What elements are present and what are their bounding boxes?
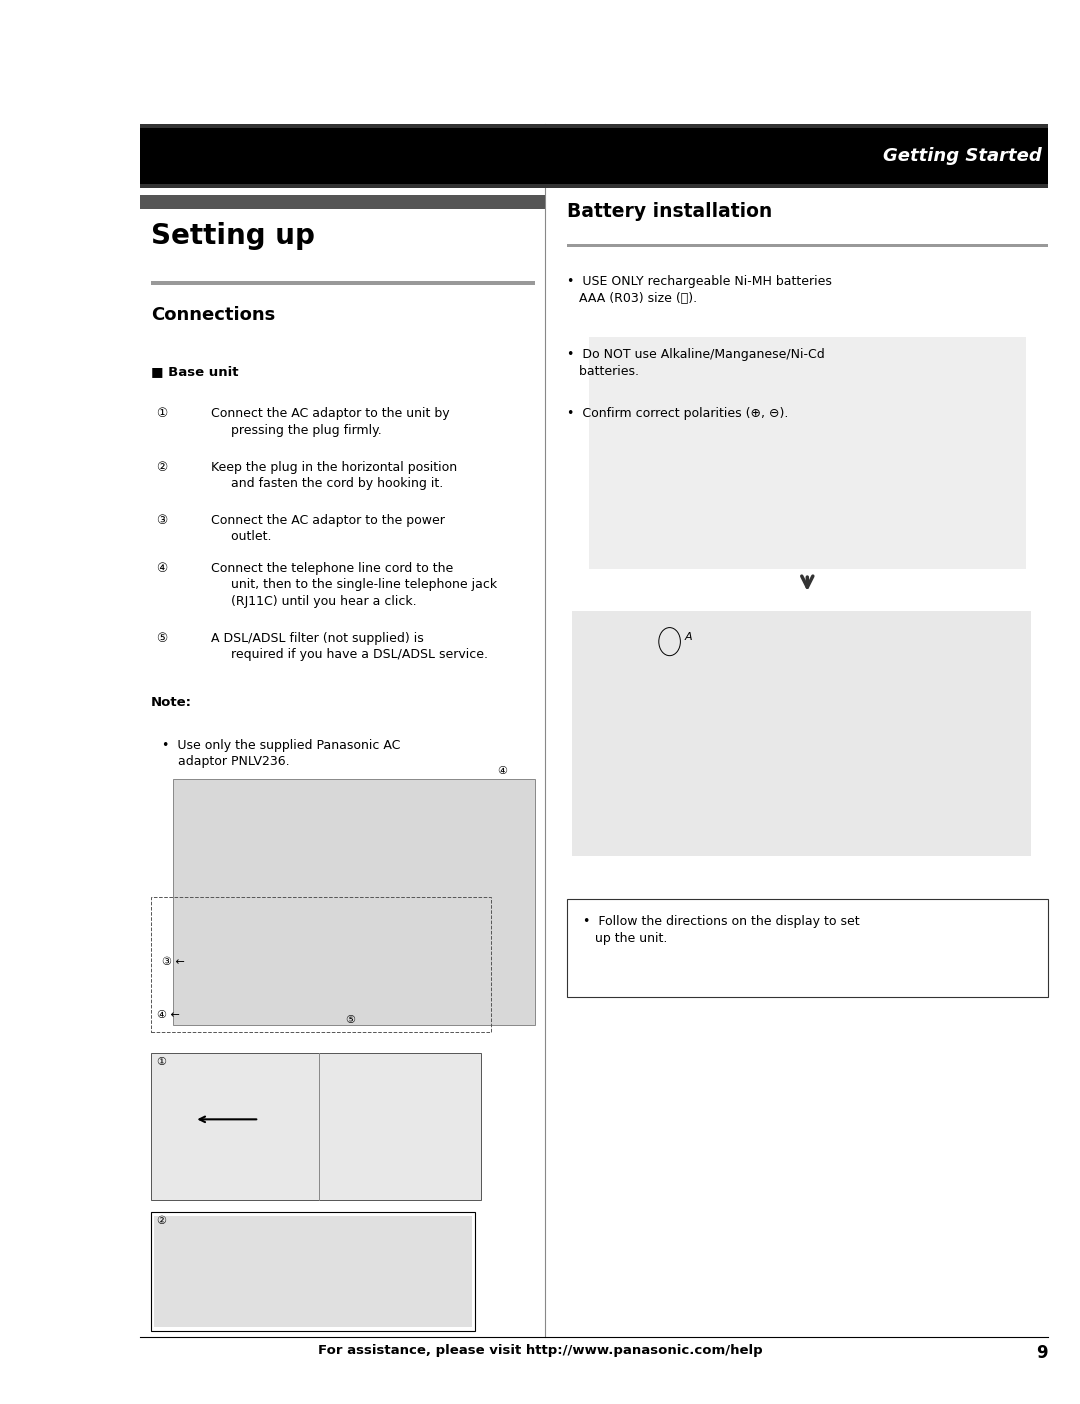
Text: For assistance, please visit http://www.panasonic.com/help: For assistance, please visit http://www.… (318, 1344, 762, 1356)
Text: A: A (685, 632, 692, 642)
Text: ①: ① (157, 1057, 166, 1067)
Text: ③ ←: ③ ← (162, 956, 185, 967)
Bar (572, 611, 1031, 856)
Text: Battery installation: Battery installation (567, 202, 772, 222)
Text: ⑤: ⑤ (157, 632, 167, 644)
Text: ④: ④ (497, 767, 508, 776)
Bar (151, 281, 535, 285)
Text: Note:: Note: (151, 696, 192, 709)
Text: ②: ② (157, 461, 167, 473)
Text: Setting up: Setting up (151, 222, 315, 250)
Bar (140, 124, 1048, 128)
Text: •  Do NOT use Alkaline/Manganese/Ni-Cd
   batteries.: • Do NOT use Alkaline/Manganese/Ni-Cd ba… (567, 348, 825, 378)
Text: •  Follow the directions on the display to set
   up the unit.: • Follow the directions on the display t… (583, 915, 860, 945)
Bar (154, 1216, 472, 1327)
Bar (151, 1053, 481, 1200)
Text: A DSL/ADSL filter (not supplied) is
     required if you have a DSL/ADSL service: A DSL/ADSL filter (not supplied) is requ… (211, 632, 487, 661)
Bar (140, 128, 1048, 184)
Text: ④: ④ (157, 562, 167, 574)
Text: ①: ① (157, 407, 167, 420)
Text: ■ Base unit: ■ Base unit (151, 365, 239, 378)
Bar (140, 184, 1048, 188)
Text: Connect the AC adaptor to the power
     outlet.: Connect the AC adaptor to the power outl… (211, 514, 445, 543)
Text: Getting Started: Getting Started (883, 147, 1042, 164)
Bar (151, 1212, 475, 1331)
Text: Connections: Connections (151, 306, 275, 324)
Text: ⑤: ⑤ (346, 1015, 355, 1025)
Text: Connect the telephone line cord to the
     unit, then to the single-line teleph: Connect the telephone line cord to the u… (211, 562, 497, 608)
Text: Connect the AC adaptor to the unit by
     pressing the plug firmly.: Connect the AC adaptor to the unit by pr… (211, 407, 449, 437)
Bar (589, 337, 1026, 569)
Text: •  Use only the supplied Panasonic AC
    adaptor PNLV236.: • Use only the supplied Panasonic AC ada… (162, 739, 401, 768)
Text: ③: ③ (157, 514, 167, 526)
Bar (151, 897, 491, 1032)
Text: ④ ←: ④ ← (157, 1009, 179, 1021)
Bar (173, 779, 535, 1025)
Bar (567, 899, 1048, 997)
Bar (140, 195, 545, 209)
Text: •  USE ONLY rechargeable Ni-MH batteries
   AAA (R03) size (Ⓐ).: • USE ONLY rechargeable Ni-MH batteries … (567, 275, 832, 305)
Text: 9: 9 (1036, 1344, 1048, 1362)
Bar (567, 244, 1048, 247)
Text: ②: ② (157, 1216, 166, 1226)
Text: •  Confirm correct polarities (⊕, ⊖).: • Confirm correct polarities (⊕, ⊖). (567, 407, 788, 420)
Text: Keep the plug in the horizontal position
     and fasten the cord by hooking it.: Keep the plug in the horizontal position… (211, 461, 457, 490)
